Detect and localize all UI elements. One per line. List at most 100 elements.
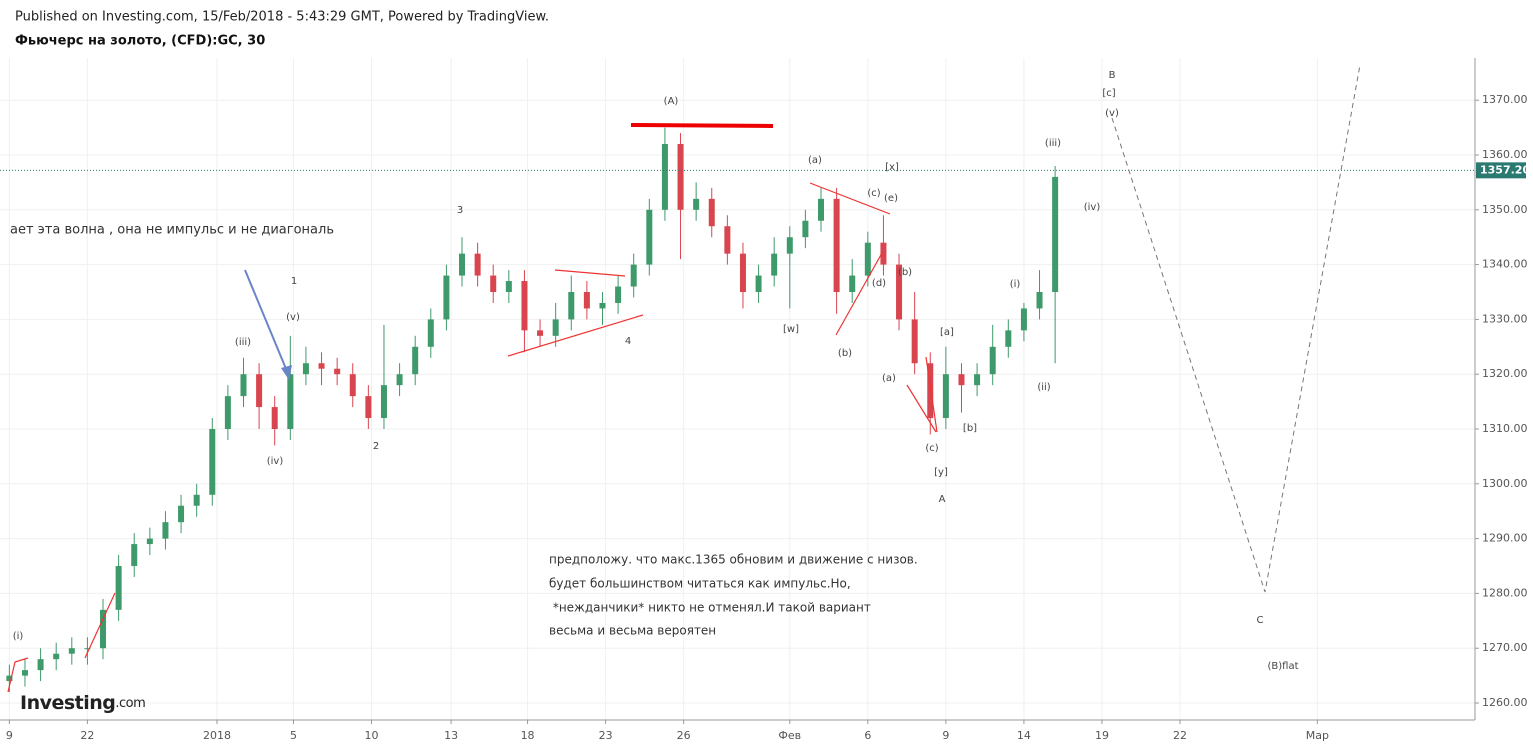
comment: ает эта волна , она не импульс и не диаг…	[10, 223, 334, 238]
wave-label: [b]	[963, 423, 977, 434]
x-tick-label: 18	[521, 729, 535, 742]
wave-label: [y]	[934, 467, 948, 478]
candle-body	[162, 522, 169, 539]
drawings	[7, 64, 1361, 693]
y-tick-label: 1310.00	[1482, 422, 1528, 435]
candle-body	[459, 253, 466, 276]
y-tick-label: 1320.00	[1482, 367, 1528, 380]
x-tick-label: 6	[864, 729, 871, 742]
grid	[0, 58, 1475, 720]
last-price-box	[1476, 162, 1526, 179]
candle-body	[209, 429, 216, 495]
wave-label: (c)	[867, 188, 880, 199]
candle-body	[178, 505, 185, 523]
trend-line	[925, 356, 938, 433]
candle-body	[427, 319, 434, 347]
candle-body	[131, 544, 138, 567]
candle-body	[880, 242, 887, 265]
candle-body	[693, 198, 700, 210]
wave-label: (iv)	[267, 456, 284, 467]
notes: предположу. что макс.1365 обновим и движ…	[549, 553, 918, 638]
candle-body	[365, 396, 372, 419]
last-price-label: 1357.20	[1480, 163, 1530, 176]
x-tick-label: 9	[942, 729, 949, 742]
x-tick-label: 13	[444, 729, 458, 742]
y-tick-label: 1300.00	[1482, 477, 1528, 490]
y-tick-label: 1270.00	[1482, 641, 1528, 654]
y-tick-label: 1330.00	[1482, 312, 1528, 325]
x-tick-label: 22	[1173, 729, 1187, 742]
candle-body	[1036, 292, 1043, 309]
candle-body	[864, 242, 871, 276]
wave-label: 2	[373, 441, 379, 452]
y-tick-label: 1370.00	[1482, 93, 1528, 106]
candle-body	[630, 264, 637, 287]
candle-body	[989, 346, 996, 375]
candle-body	[334, 368, 341, 375]
candle-body	[771, 253, 778, 276]
wave-label: (v)	[286, 312, 300, 323]
candle-body	[271, 407, 278, 430]
wave-label: C	[1257, 615, 1264, 626]
wave-label: (e)	[884, 193, 898, 204]
candle-body	[84, 648, 91, 650]
trend-line	[7, 657, 29, 693]
wave-label: (b)	[898, 267, 912, 278]
candle-body	[443, 275, 450, 320]
wave-label: (b)	[838, 348, 852, 359]
wave-label: B	[1109, 70, 1116, 81]
candle-body	[474, 253, 481, 276]
candle-body	[318, 363, 325, 369]
candle-body	[68, 648, 75, 654]
candle-body	[552, 319, 559, 336]
candle-body	[37, 659, 44, 671]
candle-body	[942, 374, 949, 419]
candle-body	[380, 385, 387, 419]
candle-body	[818, 198, 825, 221]
candle-body	[646, 209, 653, 265]
wave-label: [a]	[940, 327, 954, 338]
candle-body	[786, 237, 793, 254]
wave-label: [c]	[1102, 88, 1115, 99]
wave-label: (i)	[13, 631, 24, 642]
x-tick-label: 22	[80, 729, 94, 742]
x-tick-label: 14	[1017, 729, 1031, 742]
trend-line	[507, 314, 644, 357]
wave-label: (B)flat	[1267, 661, 1298, 672]
candle-body	[724, 226, 731, 254]
candle-body	[287, 374, 294, 430]
x-tick-label: 2018	[203, 729, 231, 742]
candle-body	[1020, 308, 1027, 331]
wave-label: (ii)	[1037, 382, 1050, 393]
candle-body	[958, 374, 965, 386]
candle-body	[100, 609, 107, 649]
trend-line	[84, 592, 116, 659]
wave-label: (c)	[925, 443, 938, 454]
candle-body	[412, 346, 419, 375]
trend-line	[835, 252, 883, 336]
wave-label: (a)	[882, 373, 896, 384]
projection	[1111, 64, 1361, 593]
candle-body	[21, 670, 28, 676]
candle-body	[911, 319, 918, 364]
candle-body	[568, 292, 575, 320]
note-line: будет большинством читаться как импульс.…	[549, 577, 851, 591]
candle-body	[193, 494, 200, 506]
candle-body	[677, 144, 684, 210]
candle-body	[755, 275, 762, 293]
candle-body	[833, 198, 840, 293]
trend-line	[809, 182, 891, 215]
y-tick-label: 1340.00	[1482, 258, 1528, 271]
candle-body	[583, 292, 590, 309]
candle-body	[661, 144, 668, 210]
note-line: весьма и весьма вероятен	[549, 624, 716, 638]
wave-label: (d)	[872, 278, 886, 289]
candle-body	[53, 653, 60, 660]
candle-body	[256, 374, 263, 408]
x-tick-label: 19	[1095, 729, 1109, 742]
trend-line	[906, 384, 937, 433]
candle-body	[490, 275, 497, 293]
note-line: *нежданчики* никто не отменял.И такой ва…	[549, 601, 871, 615]
x-tick-label: 23	[599, 729, 613, 742]
y-tick-label: 1360.00	[1482, 148, 1528, 161]
